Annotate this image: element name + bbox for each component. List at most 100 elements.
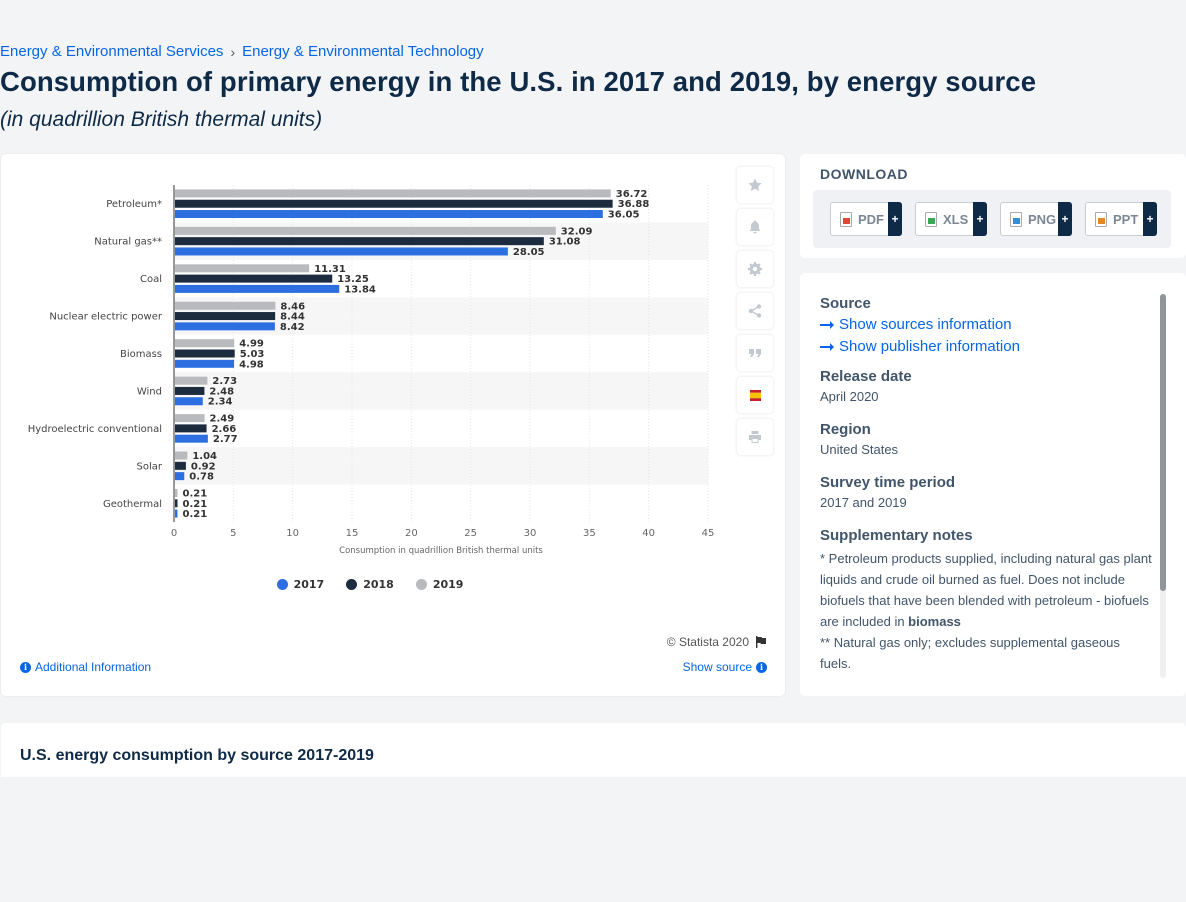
header-area: [0, 0, 1186, 140]
source-heading: Source: [820, 295, 871, 312]
plus-icon[interactable]: +: [1058, 202, 1072, 236]
source-panel: Source Show sources information Show pub…: [800, 273, 1186, 696]
bar-2017: [175, 509, 178, 518]
data-label: 13.25: [337, 274, 369, 285]
breadcrumb: Energy & Environmental Services › Energy…: [0, 43, 484, 60]
plus-icon[interactable]: +: [888, 202, 902, 236]
download-png-button[interactable]: PNG +: [1000, 202, 1072, 236]
data-label: 0.78: [189, 472, 214, 483]
flag-icon[interactable]: [755, 636, 767, 648]
data-label: 0.21: [182, 509, 207, 520]
x-tick-label: 20: [405, 528, 418, 539]
share-button[interactable]: [737, 293, 773, 329]
show-source-label: Show source: [682, 660, 752, 674]
category-label: Wind: [137, 386, 162, 397]
show-sources-link[interactable]: Show sources information: [820, 316, 1152, 333]
bar-2018: [175, 349, 235, 358]
download-ppt-button[interactable]: PPT +: [1085, 202, 1157, 236]
x-tick-label: 40: [642, 528, 655, 539]
show-source-link[interactable]: Show source i: [683, 660, 767, 674]
download-title: DOWNLOAD: [820, 166, 908, 182]
print-button[interactable]: [737, 419, 773, 455]
x-tick-label: 0: [171, 528, 177, 539]
download-pdf-button[interactable]: PDF +: [830, 202, 902, 236]
png-file-icon: [1010, 211, 1022, 227]
related-title: U.S. energy consumption by source 2017-2…: [20, 747, 374, 764]
data-label: 4.99: [239, 339, 264, 350]
x-axis-label: Consumption in quadrillion British therm…: [339, 546, 543, 556]
scrollbar-thumb[interactable]: [1160, 294, 1166, 591]
bar-2018: [175, 386, 205, 395]
source-scroll-area[interactable]: Source Show sources information Show pub…: [820, 295, 1152, 680]
data-label: 2.77: [213, 434, 238, 445]
bar-2019: [175, 264, 310, 273]
bar-2018: [175, 461, 186, 470]
bar-2019: [175, 488, 178, 497]
info-icon: i: [756, 661, 767, 673]
additional-info-link[interactable]: i Additional Information: [20, 660, 151, 674]
bar-2017: [175, 247, 508, 256]
notification-button[interactable]: [737, 209, 773, 245]
bar-2017: [175, 322, 275, 331]
plus-icon[interactable]: +: [973, 202, 987, 236]
breadcrumb-link-services[interactable]: Energy & Environmental Services: [0, 43, 224, 60]
data-label: 2.48: [209, 386, 234, 397]
language-button[interactable]: [737, 377, 773, 413]
supplementary-notes-heading: Supplementary notes: [820, 527, 973, 544]
data-label: 32.09: [561, 226, 593, 237]
legend-label: 2018: [363, 578, 394, 591]
bar-2019: [175, 226, 556, 235]
copyright-text: © Statista 2020: [666, 635, 749, 649]
release-date-heading: Release date: [820, 368, 912, 385]
spain-flag-icon: [749, 389, 761, 401]
bar-2018: [175, 199, 613, 208]
cite-button[interactable]: [737, 335, 773, 371]
bar-2018: [175, 312, 276, 321]
legend-item-2018[interactable]: 2018: [346, 578, 394, 591]
data-label: 11.31: [314, 264, 346, 275]
row-band: [174, 372, 708, 410]
release-date-value: April 2020: [820, 389, 879, 404]
survey-period-heading: Survey time period: [820, 474, 956, 491]
legend-item-2019[interactable]: 2019: [415, 578, 464, 591]
bar-2019: [175, 451, 188, 460]
plus-icon[interactable]: +: [1143, 202, 1157, 236]
show-sources-label: Show sources information: [839, 316, 1012, 333]
category-label: Nuclear electric power: [49, 312, 163, 323]
legend-item-2017[interactable]: 2017: [276, 578, 324, 591]
data-label: 8.44: [280, 312, 305, 323]
settings-button[interactable]: [737, 251, 773, 287]
xls-file-icon: [925, 211, 937, 227]
arrow-right-icon: [820, 320, 834, 329]
download-pdf-label: PDF: [858, 211, 884, 227]
data-label: 5.03: [240, 349, 265, 360]
region-value: United States: [820, 442, 899, 457]
x-tick-label: 45: [702, 528, 715, 539]
data-label: 31.08: [549, 237, 581, 248]
quote-icon: [749, 349, 761, 357]
data-label: 2.66: [212, 424, 237, 435]
data-label: 36.05: [608, 210, 640, 221]
arrow-right-icon: [820, 342, 834, 351]
data-label: 0.92: [191, 461, 216, 472]
category-label: Petroleum*: [106, 199, 162, 210]
related-section: U.S. energy consumption by source 2017-2…: [1, 723, 1186, 777]
page-title: Consumption of primary energy in the U.S…: [0, 66, 1037, 97]
category-label: Biomass: [120, 349, 162, 360]
star-icon: [748, 178, 762, 191]
download-png-label: PNG: [1028, 211, 1057, 227]
region-heading: Region: [820, 421, 871, 438]
bar-2017: [175, 210, 603, 219]
show-publisher-link[interactable]: Show publisher information: [820, 338, 1152, 355]
scrollbar[interactable]: [1160, 294, 1166, 678]
share-icon: [748, 304, 762, 318]
legend-label: 2019: [432, 578, 464, 591]
favorite-button[interactable]: [737, 167, 773, 203]
copyright: © Statista 2020: [667, 635, 767, 649]
download-buttons: PDF + XLS + PNG + PPT +: [813, 190, 1171, 248]
category-label: Coal: [140, 274, 162, 285]
download-xls-button[interactable]: XLS +: [915, 202, 987, 236]
info-icon: i: [20, 661, 31, 673]
category-label: Geothermal: [103, 499, 162, 510]
breadcrumb-link-technology[interactable]: Energy & Environmental Technology: [242, 43, 484, 60]
